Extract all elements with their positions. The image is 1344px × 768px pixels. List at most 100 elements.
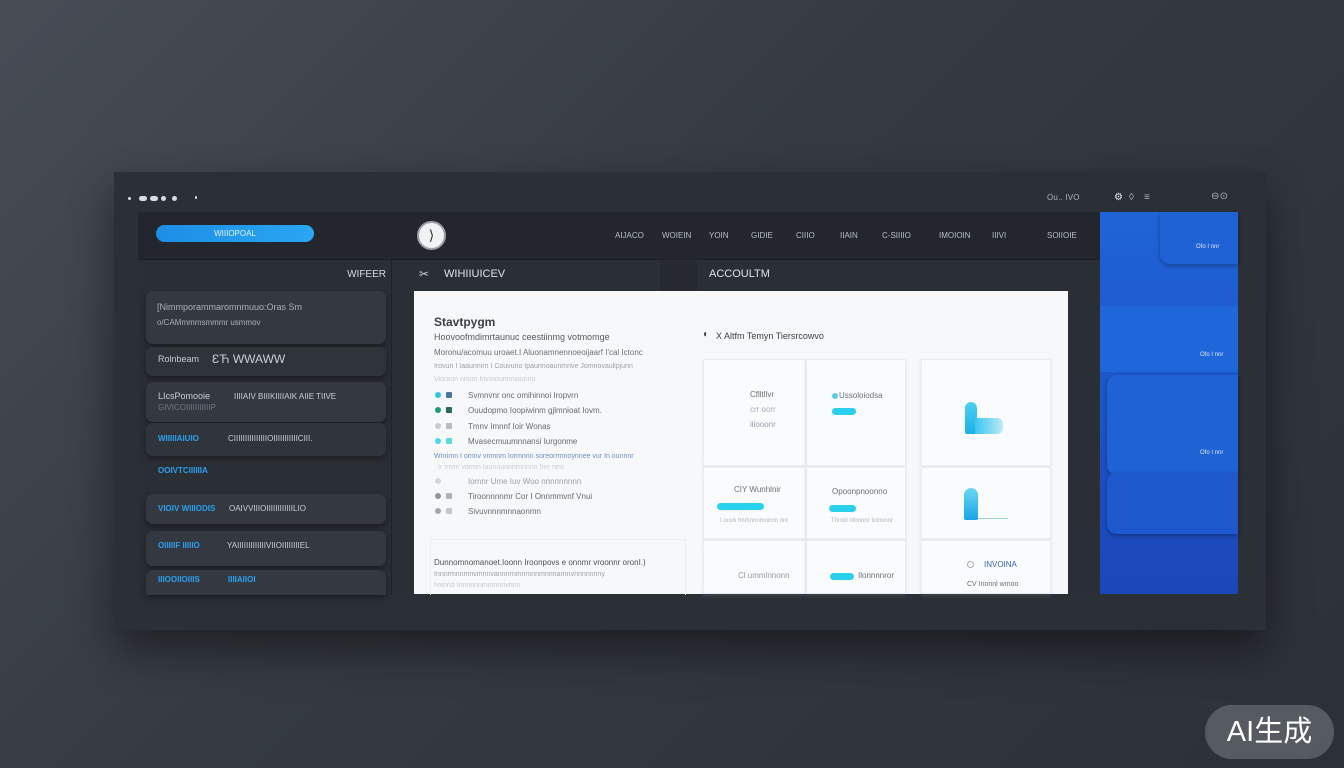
- grid-card[interactable]: INVOINA CV Inonnl wmoo: [921, 540, 1051, 594]
- item-label: VIOIV WIIIODIS: [158, 504, 216, 513]
- list-text: Iomnr Ume Iuv Woo nnnnnnnnn: [468, 477, 582, 486]
- window-dot: [150, 196, 158, 201]
- chart-bar-icon: [965, 402, 977, 434]
- sidebar-item[interactable]: OIIIIIF IIIIIO YAIIIIIIIIIIIIIVIIOIIIIII…: [146, 531, 386, 566]
- window-dot: [195, 196, 197, 199]
- cell-text: Ussoloiodsa: [839, 391, 883, 400]
- chart-line-icon: [978, 518, 1008, 519]
- nav-item[interactable]: GIDIE: [751, 231, 773, 240]
- window-dot: [172, 196, 177, 201]
- cell-text: CIY Wunhlnir: [734, 485, 781, 494]
- item-value: YAIIIIIIIIIIIIIVIIOIIIIIIIIEL: [227, 541, 310, 550]
- status-dot-icon: [832, 393, 838, 399]
- list-text: Mvasecmuumnnansi Iurgonme: [468, 437, 578, 446]
- blue-band: Ofo I nnr: [1100, 306, 1238, 372]
- item-value: OAIVVIIIOIIIIIIIIIIIILIO: [229, 504, 306, 513]
- cell-text: iiiooonr: [750, 420, 776, 429]
- sidebar-item[interactable]: WIIIIIAIUIO CIIIIIIIIIIIIIIIOIIIIIIIIIII…: [146, 423, 386, 456]
- cell-text: Opoonpnoonno: [832, 487, 888, 496]
- item-value: CIIIIIIIIIIIIIIIOIIIIIIIIIIICIII.: [228, 434, 313, 443]
- square-icon: [446, 392, 452, 398]
- nav-item[interactable]: SOIIOIE: [1047, 231, 1077, 240]
- window-dot: [139, 196, 147, 201]
- menu-icon[interactable]: ≡: [1144, 192, 1151, 203]
- bell-icon[interactable]: ◊: [1129, 192, 1135, 203]
- square-icon: [446, 407, 452, 413]
- footer-line: Ivvnno Innnnnnmmnnnvnnn: [434, 582, 521, 589]
- sidebar-item[interactable]: Rolnbeam ƐЋ WWAWW: [146, 347, 386, 376]
- item-label: OIIIIIF IIIIIO: [158, 541, 200, 550]
- chart-card[interactable]: [921, 359, 1051, 466]
- footer-line: Dunnomnomanoet.Ioonn Iroonpovs e onnmr v…: [434, 558, 646, 567]
- square-icon: [446, 438, 452, 444]
- item-label: LIcsPomooie: [158, 391, 211, 401]
- cell-text: crr oorr: [750, 405, 776, 414]
- item-value: IIIIAIIOI: [228, 575, 256, 584]
- radio-icon[interactable]: [967, 561, 974, 568]
- account-title: ACCOULTM: [709, 268, 770, 280]
- blue-card[interactable]: Ofo I nnr: [1160, 212, 1238, 264]
- sidebar-section-label[interactable]: OOIVTCIIIIIIA: [158, 466, 208, 475]
- grid-card[interactable]: CIY Wunhlnir I ouuk Immnnnmnnnn nnr: [703, 467, 806, 539]
- content-link[interactable]: Wnrimn I omnv vmnnm Iormnnn soreorrmnoyn…: [434, 453, 634, 460]
- grid-card[interactable]: Ilonnnnror: [806, 540, 906, 594]
- nav-item[interactable]: IIIVI: [992, 231, 1007, 240]
- grid-card[interactable]: Opoonpnoonno Throkl nfnnnnr Iinnonnr: [806, 467, 906, 539]
- sidebar-item[interactable]: IIIOOIIOIIIS IIIIAIIOI: [146, 570, 386, 595]
- list-text: Tmnv Imnnf Ioir Wonas: [468, 422, 551, 431]
- status-dot-icon: [435, 478, 441, 484]
- nav-item[interactable]: IIAIN: [840, 231, 858, 240]
- sidebar-item[interactable]: LIcsPomooie GIVICOIIIIIIIIIIIP IIIIAIV B…: [146, 382, 386, 422]
- square-icon: [446, 493, 452, 499]
- cell-text: Cl ummlnnonn: [738, 571, 790, 580]
- window-controls[interactable]: ⊖⊙: [1211, 191, 1229, 202]
- primary-button[interactable]: WIIIOPOAL: [156, 225, 314, 242]
- column-divider: [660, 261, 697, 291]
- blue-card[interactable]: Ofo I nnr: [1107, 375, 1238, 475]
- nav-item[interactable]: WOIEIN: [662, 231, 692, 240]
- status-dot-icon: [435, 392, 441, 398]
- status-dot-icon: [435, 407, 441, 413]
- sidebar-item[interactable]: VIOIV WIIIODIS OAIVVIIIOIIIIIIIIIIIILIO: [146, 494, 386, 524]
- desc-line: Irovun I Iaaunnirn I Couvuno Ipaunnoaunm…: [434, 363, 633, 370]
- globe-icon: ◐: [703, 329, 710, 340]
- cell-text: Cflltllvr: [750, 390, 774, 399]
- nav-item[interactable]: C-SIIIIO: [882, 231, 911, 240]
- desc-line: Moronu/acomuu uroaet.I Aluonamnennoeoija…: [434, 348, 643, 357]
- grid-card[interactable]: Ussoloiodsa: [806, 359, 906, 466]
- list-text: Tiroonnnnmr Cor I Onnmmvnf Vnui: [468, 492, 593, 501]
- grid-card[interactable]: Cflltllvr crr oorr iiiooonr: [703, 359, 806, 466]
- item-label: IIIOOIIOIIIS: [158, 575, 200, 584]
- cell-text: Ilonnnnror: [858, 571, 895, 580]
- item-label: WIIIIIAIUIO: [158, 434, 199, 443]
- sidebar-item[interactable]: [Nimmporammaromnmuuo:Oras Sm o/CAMmmmsmm…: [146, 291, 386, 344]
- nav-item[interactable]: IMOIOIN: [939, 231, 971, 240]
- chart-card[interactable]: [921, 467, 1051, 539]
- blue-card-label: Ofo I nnr: [1196, 244, 1220, 250]
- footer-box: Dunnomnomanoet.Ioonn Iroonpovs e onnmr v…: [430, 539, 686, 595]
- chart-shape-icon: [975, 418, 1003, 434]
- grid-card[interactable]: Cl ummlnnonn: [703, 540, 806, 594]
- nav-item[interactable]: YOIN: [709, 231, 729, 240]
- blue-side-panel: Ofo I nnr Ofo I nnr Ofo I nnr: [1100, 212, 1238, 594]
- blue-card-label: Ofo I nnr: [1200, 450, 1224, 456]
- nav-item[interactable]: AIJACO: [615, 231, 644, 240]
- settings-icon[interactable]: ⚙: [1114, 192, 1124, 203]
- item-text: o/CAMmmmsmmmr usmmov: [157, 318, 261, 327]
- nav-item[interactable]: CIIIO: [796, 231, 815, 240]
- item-value: ƐЋ WWAWW: [212, 352, 286, 366]
- status-dot-icon: [435, 438, 441, 444]
- content-panel: Stavtpygm Hoovoofmdimrtaunuc ceestiinmg …: [414, 291, 1068, 595]
- chart-bar-icon: [964, 488, 978, 520]
- content-subtitle: Hoovoofmdimrtaunuc ceestiinmg votmomge: [434, 332, 610, 342]
- blue-card[interactable]: [1107, 472, 1238, 534]
- item-label: Rolnbeam: [158, 354, 200, 364]
- faint-line: Ir mvm vormn Iaunnunnnrnnnnn Irre nmr: [438, 464, 565, 471]
- cell-text: I ouuk Immnnnmnnnn nnr: [720, 518, 789, 524]
- progress-pill: [717, 503, 764, 510]
- list-text: Sivuvnnnmnnaonmn: [468, 507, 541, 516]
- sidebar-title: WIFEER: [347, 269, 386, 280]
- cell-text: INVOINA: [984, 560, 1017, 569]
- section-title: WIHIIUICEV: [444, 268, 506, 280]
- square-icon: [446, 508, 452, 514]
